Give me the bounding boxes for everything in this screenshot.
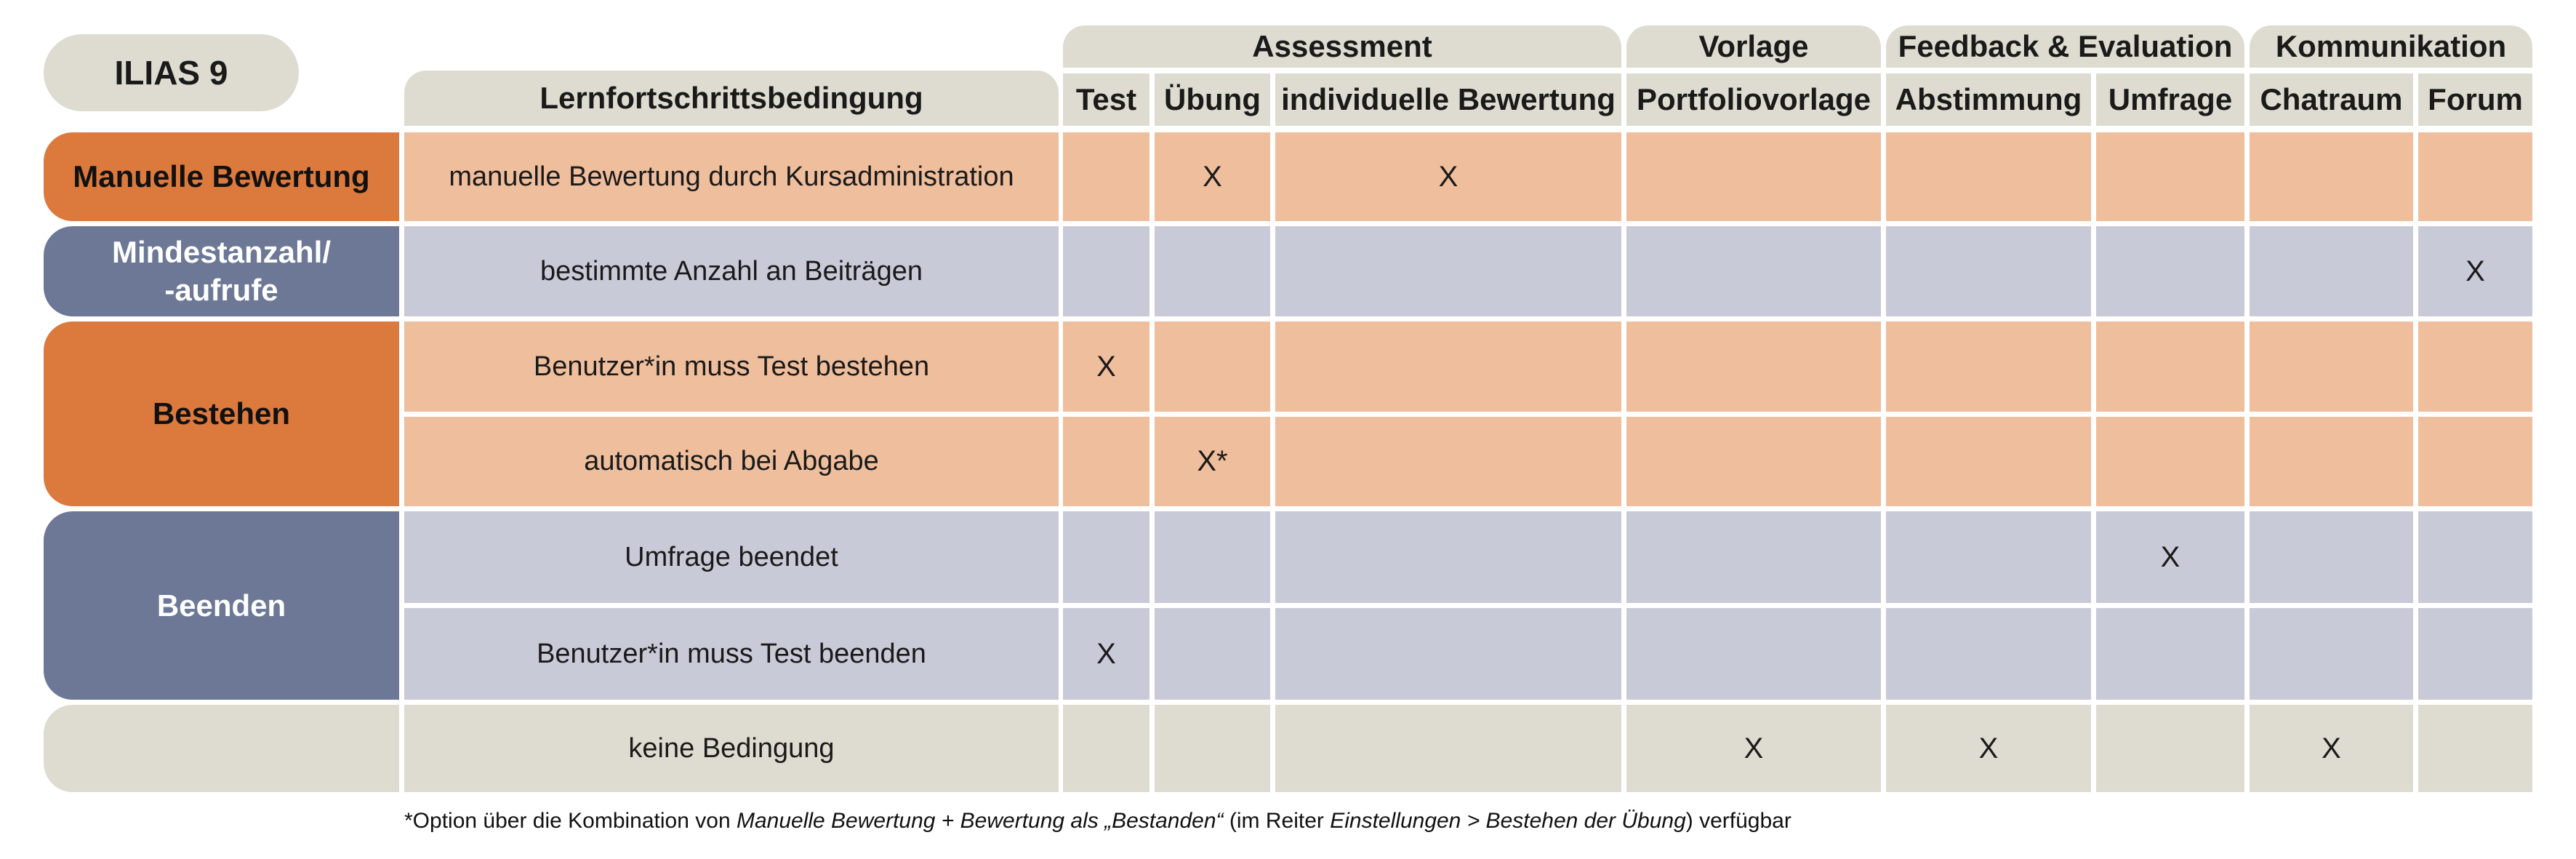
mark-cell: X — [1275, 132, 1621, 221]
mark-cell — [2418, 321, 2532, 412]
mark-cell — [1155, 226, 1270, 316]
column-header-portfoliovorlage: Portfoliovorlage — [1626, 73, 1881, 126]
column-header-uebung: Übung — [1155, 73, 1270, 126]
mark-cell: X — [1886, 705, 2091, 792]
mark-cell — [2250, 226, 2413, 316]
mark-cell — [2096, 226, 2244, 316]
mark-cell — [1275, 608, 1621, 700]
mark-cell — [2096, 417, 2244, 506]
footnote: *Option über die Kombination von Manuell… — [404, 809, 1791, 834]
group-header-kommunikation: Kommunikation — [2250, 25, 2532, 68]
mark-cell: X — [1626, 705, 1881, 792]
category-empty — [44, 705, 399, 792]
category-manuelle-bewertung: Manuelle Bewertung — [44, 132, 399, 221]
mark-cell — [2418, 132, 2532, 221]
mark-cell — [1155, 608, 1270, 700]
mark-cell: X* — [1155, 417, 1270, 506]
mark-cell — [2418, 511, 2532, 603]
mark-cell — [2418, 417, 2532, 506]
mark-cell — [1155, 321, 1270, 412]
category-mindestanzahl-line1: Mindestanzahl/ — [111, 235, 332, 269]
ilias-logo-pill: ILIAS 9 — [44, 34, 299, 111]
column-header-forum: Forum — [2418, 73, 2532, 126]
mark-cell — [2096, 132, 2244, 221]
footnote-emphasis: Manuelle Bewertung + Bewertung als „Best… — [736, 809, 1224, 833]
mark-cell — [2250, 132, 2413, 221]
group-header-feedback-evaluation: Feedback & Evaluation — [1886, 25, 2244, 68]
column-header-test: Test — [1063, 73, 1149, 126]
condition-cell: keine Bedingung — [404, 705, 1059, 792]
mark-cell — [1063, 705, 1149, 792]
mark-cell: X — [2418, 226, 2532, 316]
mark-cell — [1155, 511, 1270, 603]
mark-cell — [1063, 226, 1149, 316]
mark-cell — [1886, 417, 2091, 506]
column-header-umfrage: Umfrage — [2096, 73, 2244, 126]
footnote-text: ) verfügbar — [1685, 809, 1791, 833]
mark-cell — [1626, 226, 1881, 316]
mark-cell: X — [1063, 608, 1149, 700]
column-header-lernfortschrittsbedingung: Lernfortschrittsbedingung — [404, 71, 1059, 126]
mark-cell — [1626, 321, 1881, 412]
mark-cell — [1063, 132, 1149, 221]
mark-cell — [2250, 321, 2413, 412]
mark-cell — [2096, 321, 2244, 412]
mark-cell: X — [1155, 132, 1270, 221]
mark-cell — [2418, 608, 2532, 700]
mark-cell — [1886, 132, 2091, 221]
mark-cell: X — [2250, 705, 2413, 792]
column-header-chatraum: Chatraum — [2250, 73, 2413, 126]
condition-cell: bestimmte Anzahl an Beiträgen — [404, 226, 1059, 316]
mark-cell — [1063, 417, 1149, 506]
mark-cell — [1275, 705, 1621, 792]
mark-cell: X — [2096, 511, 2244, 603]
condition-cell: Benutzer*in muss Test beenden — [404, 608, 1059, 700]
footnote-text: (im Reiter — [1223, 809, 1331, 833]
mark-cell — [1063, 511, 1149, 603]
mark-cell: X — [1063, 321, 1149, 412]
condition-cell: automatisch bei Abgabe — [404, 417, 1059, 506]
mark-cell — [2096, 705, 2244, 792]
mark-cell — [1626, 511, 1881, 603]
mark-cell — [1626, 132, 1881, 221]
condition-cell: Umfrage beendet — [404, 511, 1059, 603]
mark-cell — [1275, 321, 1621, 412]
mark-cell — [2096, 608, 2244, 700]
category-beenden: Beenden — [44, 511, 399, 700]
group-header-assessment: Assessment — [1063, 25, 1621, 68]
mark-cell — [1275, 226, 1621, 316]
column-header-individuelle-bewertung: individuelle Bewertung — [1275, 73, 1621, 126]
group-header-vorlage: Vorlage — [1626, 25, 1881, 68]
footnote-text: *Option über die Kombination von — [404, 809, 737, 833]
mark-cell — [2250, 417, 2413, 506]
mark-cell — [2418, 705, 2532, 792]
mark-cell — [1886, 226, 2091, 316]
mark-cell — [2250, 511, 2413, 603]
mark-cell — [1155, 705, 1270, 792]
category-mindestanzahl-line2: -aufrufe — [164, 273, 278, 307]
mark-cell — [2250, 608, 2413, 700]
mark-cell — [1275, 417, 1621, 506]
mark-cell — [1626, 417, 1881, 506]
mark-cell — [1626, 608, 1881, 700]
category-mindestanzahl: Mindestanzahl/ -aufrufe — [44, 226, 399, 316]
footnote-emphasis: Einstellungen > Bestehen der Übung — [1330, 809, 1686, 833]
category-bestehen: Bestehen — [44, 321, 399, 506]
condition-cell: Benutzer*in muss Test bestehen — [404, 321, 1059, 412]
mark-cell — [1886, 321, 2091, 412]
mark-cell — [1886, 608, 2091, 700]
mark-cell — [1275, 511, 1621, 603]
condition-cell: manuelle Bewertung durch Kursadministrat… — [404, 132, 1059, 221]
column-header-abstimmung: Abstimmung — [1886, 73, 2091, 126]
mark-cell — [1886, 511, 2091, 603]
